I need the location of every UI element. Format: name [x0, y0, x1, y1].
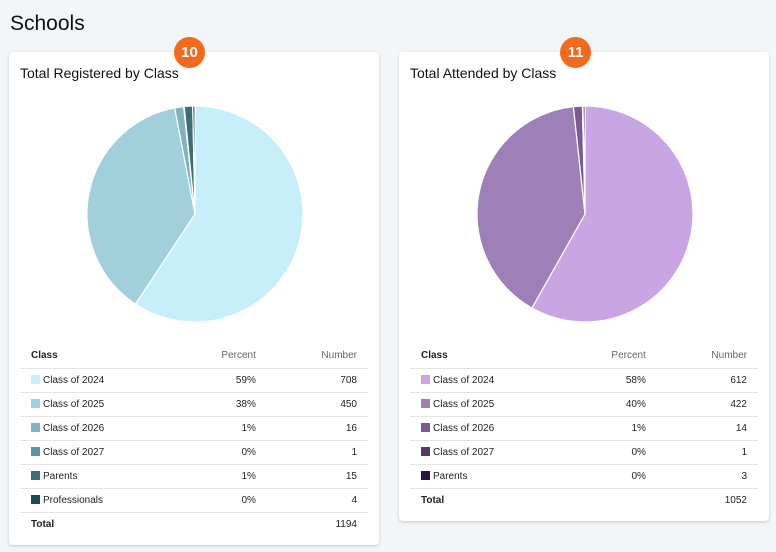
legend-swatch — [31, 470, 40, 480]
pie-slice[interactable] — [134, 105, 304, 323]
table-row: Class of 2024 59% 708 — [20, 368, 368, 393]
row-percent: 1% — [167, 464, 267, 489]
row-percent: 58% — [557, 368, 657, 393]
row-number: 14 — [656, 416, 758, 441]
step-badge: 11 — [560, 37, 591, 68]
row-label: Parents — [43, 470, 78, 482]
table-row: Parents 1% 15 — [20, 464, 368, 489]
step-badge: 10 — [174, 37, 205, 68]
row-number: 612 — [656, 368, 758, 393]
total-row: Total 1052 — [410, 488, 758, 512]
attended-pie-chart — [476, 105, 694, 323]
card-title: Total Attended by Class — [410, 65, 557, 81]
legend-swatch — [421, 446, 430, 456]
table-row: Class of 2025 38% 450 — [20, 392, 368, 417]
row-number: 15 — [266, 464, 368, 489]
row-percent: 0% — [167, 440, 267, 465]
legend-swatch — [31, 374, 40, 384]
legend-swatch — [421, 398, 430, 408]
row-number: 422 — [656, 392, 758, 417]
table-row: Class of 2026 1% 16 — [20, 416, 368, 441]
legend-swatch — [421, 374, 430, 384]
total-percent — [168, 512, 267, 536]
legend-swatch — [31, 494, 40, 504]
row-label: Class of 2027 — [43, 446, 105, 458]
row-number: 3 — [656, 464, 758, 489]
registered-by-class-card: 10 Total Registered by Class Class Perce… — [9, 37, 379, 545]
pie-slice[interactable] — [192, 105, 196, 215]
table-row: Class of 2027 0% 1 — [410, 440, 758, 465]
col-percent-header: Percent — [167, 344, 267, 369]
row-percent: 38% — [167, 392, 267, 417]
table-row: Class of 2026 1% 14 — [410, 416, 758, 441]
legend-swatch — [421, 470, 430, 480]
table-row: Class of 2024 58% 612 — [410, 368, 758, 393]
total-row: Total 1194 — [20, 512, 368, 536]
row-percent: 1% — [557, 416, 657, 441]
pie-slice[interactable] — [531, 105, 694, 323]
row-label: Class of 2025 — [43, 398, 105, 410]
col-number-header: Number — [656, 344, 758, 369]
row-label: Class of 2024 — [43, 374, 105, 386]
row-percent: 0% — [557, 440, 657, 465]
pie-slice[interactable] — [476, 105, 586, 309]
row-number: 1 — [656, 440, 758, 465]
table-row: Class of 2027 0% 1 — [20, 440, 368, 465]
page-title: Schools — [10, 12, 85, 35]
legend-swatch — [421, 422, 430, 432]
attended-table: Class Percent Number Class of 2024 58% 6… — [410, 344, 758, 512]
row-number: 450 — [266, 392, 368, 417]
attended-by-class-card: 11 Total Attended by Class Class Percent… — [399, 37, 769, 521]
col-class-header: Class — [20, 344, 168, 369]
row-label: Class of 2026 — [433, 422, 495, 434]
card-title: Total Registered by Class — [20, 65, 179, 81]
row-number: 4 — [266, 488, 368, 513]
row-number: 16 — [266, 416, 368, 441]
registered-pie-chart — [86, 105, 304, 323]
row-percent: 1% — [167, 416, 267, 441]
col-number-header: Number — [266, 344, 368, 369]
total-number: 1052 — [724, 494, 747, 506]
legend-swatch — [31, 422, 40, 432]
row-number: 708 — [266, 368, 368, 393]
table-header-row: Class Percent Number — [410, 344, 758, 369]
row-percent: 0% — [557, 464, 657, 489]
table-row: Parents 0% 3 — [410, 464, 758, 489]
row-label: Class of 2024 — [433, 374, 495, 386]
table-row: Class of 2025 40% 422 — [410, 392, 758, 417]
row-percent: 0% — [167, 488, 267, 513]
table-row: Professionals 0% 4 — [20, 488, 368, 513]
row-label: Professionals — [43, 494, 104, 506]
row-label: Class of 2026 — [43, 422, 105, 434]
total-number: 1194 — [335, 518, 357, 530]
pie-slice[interactable] — [582, 105, 586, 215]
row-percent: 40% — [557, 392, 657, 417]
row-label: Parents — [433, 470, 468, 482]
legend-swatch — [31, 398, 40, 408]
registered-table: Class Percent Number Class of 2024 59% 7… — [20, 344, 368, 536]
row-label: Class of 2025 — [433, 398, 495, 410]
row-percent: 59% — [167, 368, 267, 393]
total-percent — [558, 488, 657, 512]
legend-swatch — [31, 446, 40, 456]
table-header-row: Class Percent Number — [20, 344, 368, 369]
total-label: Total — [31, 518, 55, 530]
pie-slice[interactable] — [86, 107, 196, 305]
total-label: Total — [421, 494, 445, 506]
col-class-header: Class — [410, 344, 558, 369]
row-number: 1 — [266, 440, 368, 465]
col-percent-header: Percent — [557, 344, 657, 369]
row-label: Class of 2027 — [433, 446, 495, 458]
